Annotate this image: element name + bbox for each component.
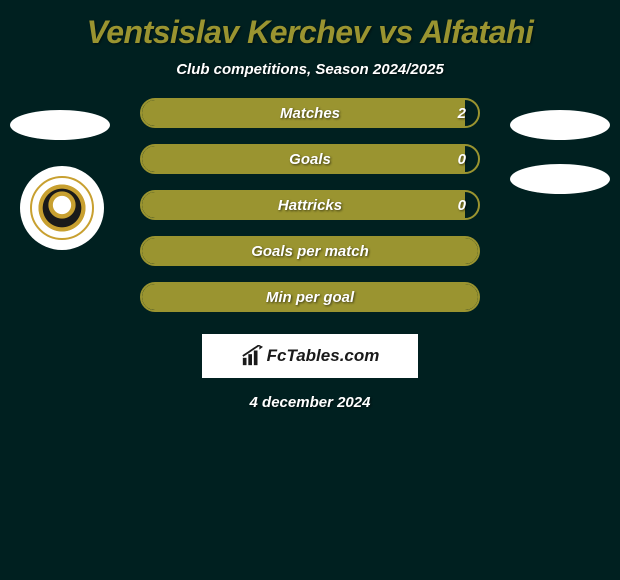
brand-label: FcTables.com (267, 346, 380, 366)
player-right-avatar-2 (510, 164, 610, 194)
stat-label: Min per goal (266, 289, 354, 306)
brand-box[interactable]: FcTables.com (202, 334, 418, 378)
player-left-avatar (10, 110, 110, 140)
comparison-panel: C Matches 2 Goals 0 Hattricks 0 Goals per matc… (0, 98, 620, 427)
stat-label: Goals per match (251, 243, 369, 260)
club-badge-letter: C (55, 195, 69, 218)
club-badge: C (20, 166, 104, 250)
page-subtitle: Club competitions, Season 2024/2025 (0, 57, 620, 98)
stat-value: 0 (458, 197, 466, 214)
stats-list: Matches 2 Goals 0 Hattricks 0 Goals per match M… (140, 98, 480, 312)
stat-label: Hattricks (278, 197, 342, 214)
stat-label: Goals (289, 151, 331, 168)
stat-value: 2 (458, 105, 466, 122)
chart-icon (241, 345, 263, 367)
club-badge-icon: C (30, 176, 94, 240)
stat-row: Goals per match (140, 236, 480, 266)
stat-row: Hattricks 0 (140, 190, 480, 220)
stat-value: 0 (458, 151, 466, 168)
stat-label: Matches (280, 105, 340, 122)
stat-row: Goals 0 (140, 144, 480, 174)
stat-row: Min per goal (140, 282, 480, 312)
page-title: Ventsislav Kerchev vs Alfatahi (0, 0, 620, 57)
stat-row: Matches 2 (140, 98, 480, 128)
player-right-avatar-1 (510, 110, 610, 140)
date-label: 4 december 2024 (0, 378, 620, 427)
